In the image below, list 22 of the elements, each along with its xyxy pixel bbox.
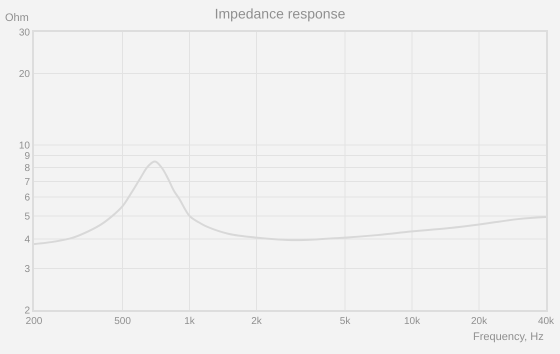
y-tick-label: 5 bbox=[24, 211, 30, 222]
y-tick-label: 8 bbox=[24, 163, 30, 174]
y-axis-title: Ohm bbox=[5, 12, 29, 24]
x-tick-label: 40k bbox=[538, 316, 556, 327]
x-axis-title: Frequency, Hz bbox=[473, 331, 544, 343]
x-tick-label: 200 bbox=[26, 316, 43, 327]
chart-title: Impedance response bbox=[214, 6, 346, 22]
x-tick-label: 1k bbox=[184, 316, 196, 327]
y-tick-label: 7 bbox=[24, 176, 30, 188]
x-tick-label: 20k bbox=[470, 316, 488, 327]
y-tick-label: 20 bbox=[18, 69, 30, 80]
y-tick-label: 4 bbox=[24, 234, 30, 246]
y-tick-label: 9 bbox=[24, 151, 30, 162]
y-tick-label: 3 bbox=[24, 264, 30, 275]
x-tick-label: 10k bbox=[404, 316, 422, 327]
y-tick-label: 30 bbox=[18, 28, 30, 38]
y-tick-label: 10 bbox=[18, 140, 30, 152]
y-tick-label: 6 bbox=[24, 192, 30, 204]
y-tick-label: 2 bbox=[24, 306, 30, 316]
x-tick-label: 500 bbox=[114, 316, 132, 327]
x-tick-label: 2k bbox=[251, 316, 263, 327]
x-tick-label: 5k bbox=[340, 316, 352, 327]
